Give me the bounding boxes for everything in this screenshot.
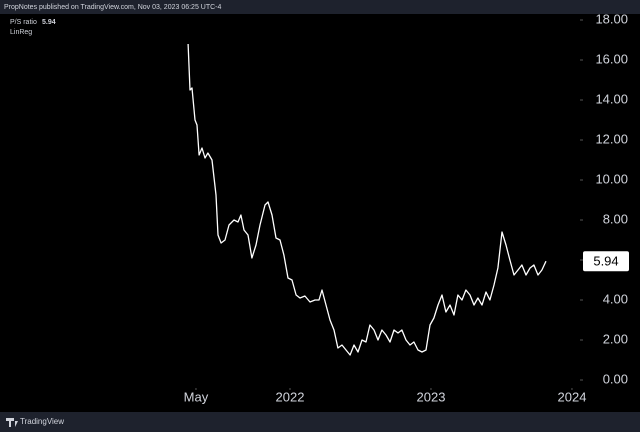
footer-bar: [0, 412, 640, 432]
header-text: PropNotes published on TradingView.com, …: [4, 4, 221, 11]
y-tick-label: 0.00: [603, 371, 628, 386]
chart-subtitle: LinReg: [10, 29, 32, 36]
x-tick-label: May: [184, 389, 209, 404]
chart-title: P/S ratio: [10, 19, 37, 26]
y-tick-label: 8.00: [603, 211, 628, 226]
y-tick-label: 4.00: [603, 291, 628, 306]
logo: [6, 418, 18, 427]
x-tick-label: 2024: [558, 389, 587, 404]
line: [187, 43, 547, 356]
y-tick-label: 18.00: [595, 11, 628, 26]
last-value-box: [583, 251, 629, 272]
y-tick-label: 12.00: [595, 131, 628, 146]
y-tick-label: 2.00: [603, 331, 628, 346]
y-tick-label: 14.00: [595, 91, 628, 106]
x-tick-label: 2022: [276, 389, 305, 404]
last-value-label: 5.94: [593, 254, 618, 269]
x-tick-label: 2023: [417, 389, 446, 404]
header-bar: [0, 0, 640, 14]
y-tick-label: 10.00: [595, 171, 628, 186]
legend-value: 5.94: [42, 19, 56, 26]
y-tick-label: 16.00: [595, 51, 628, 66]
footer-text: TradingView: [20, 417, 64, 426]
